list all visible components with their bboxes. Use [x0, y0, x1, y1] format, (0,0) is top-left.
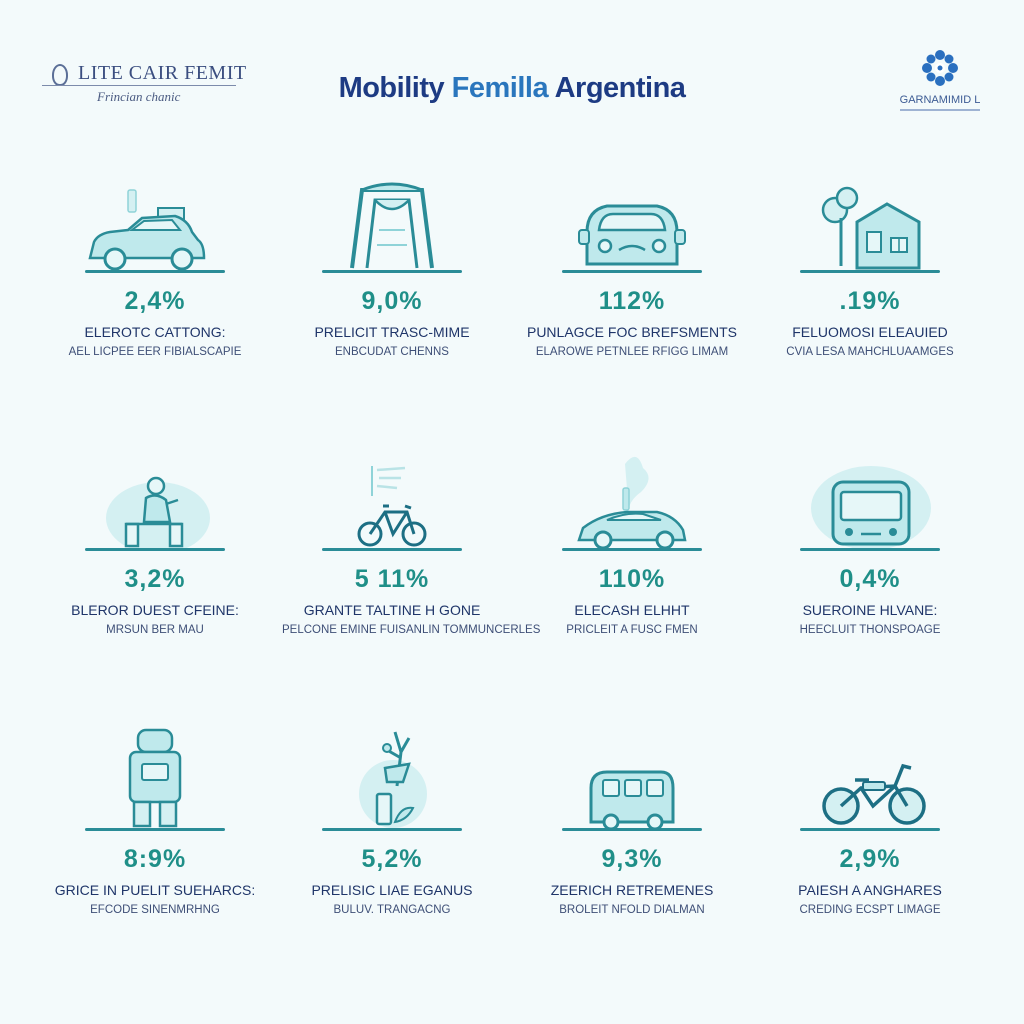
icon-baseline [562, 828, 702, 831]
stat-sublabel: BROLEIT NFOLD DIALMAN [559, 904, 705, 916]
page-title: Mobility Femilla Argentina [250, 72, 774, 105]
stat-value: 110% [598, 565, 666, 593]
stat-card: 112% PUNLAGCE FOC BREFSMENTS ELAROWE PET… [522, 170, 742, 358]
stat-value: .19% [839, 287, 901, 315]
stat-value: 3,2% [124, 565, 186, 593]
icon-baseline [800, 828, 940, 831]
stat-sublabel: CVIA LESA MAHCHLUAAMGES [786, 346, 954, 358]
icon-baseline [800, 270, 940, 273]
stat-label: BLEROR DUEST CFEINE: [71, 602, 239, 618]
stat-card: 9,3% ZEERICH RETREMENES BROLEIT NFOLD DI… [522, 728, 742, 916]
stat-value: 9,0% [361, 287, 423, 315]
plant-globe-icon [359, 731, 427, 828]
stat-sublabel: BULUV. TRANGACNG [333, 904, 451, 916]
brand-tagline: Frincian chanic [97, 89, 181, 104]
person-bench-icon [106, 476, 210, 548]
stat-label: PRELICIT TRASC-MIME [314, 324, 470, 340]
stat-value: 5 11% [354, 565, 430, 593]
icon-baseline [322, 270, 462, 273]
stat-card: 2,4% ELEROTC CATTONG: AEL LICPEE EER FIB… [45, 170, 265, 358]
car-front-icon [578, 204, 686, 266]
camper-van-icon [589, 770, 675, 828]
stat-label: PAIESH A ANGHARES [798, 882, 942, 898]
stat-value: 8:9% [123, 845, 187, 873]
stat-sublabel: EFCODE SINENMRHNG [90, 904, 220, 916]
stat-label: GRICE IN PUELIT SUEHARCS: [54, 882, 256, 898]
stat-label: ELEROTC CATTONG: [84, 324, 226, 340]
stat-card: 8:9% GRICE IN PUELIT SUEHARCS: EFCODE SI… [45, 728, 265, 916]
stat-card: 5,2% PRELISIC LIAE EGANUS BULUV. TRANGAC… [282, 728, 502, 916]
stat-sublabel: AEL LICPEE EER FIBIALSCAPIE [68, 346, 242, 358]
stat-label: FELUOMOSI ELEAUIED [792, 324, 948, 340]
emblem-caption: GARNAMIMID L [899, 94, 981, 106]
title-rest: Argentina [548, 72, 686, 104]
stat-label: ZEERICH RETREMENES [550, 882, 714, 898]
stat-sublabel: HEECLUIT THONSPOAGE [799, 624, 941, 636]
stat-label: GRANTE TALTINE H GONE [303, 602, 481, 618]
icon-baseline [322, 548, 462, 551]
stat-sublabel: ELAROWE PETNLEE RFIGG LIMAM [535, 346, 729, 358]
stat-card: .19% FELUOMOSI ELEAUIED CVIA LESA MAHCHL… [760, 170, 980, 358]
crest-icon [52, 64, 68, 86]
stat-label: PRELISIC LIAE EGANUS [311, 882, 473, 898]
bus-icon [811, 466, 931, 548]
stat-sublabel: PRICLEIT A FUSC FMEN [566, 624, 698, 636]
kiosk-robot-icon [128, 728, 182, 828]
flower-emblem-icon [922, 50, 958, 86]
title-main: Mobility [338, 72, 452, 104]
stat-card: 0,4% SUEROINE HLVANE: HEECLUIT THONSPOAG… [760, 448, 980, 636]
stat-sublabel: PELCONE EMINE FUISANLIN TOMMUNCERLES [282, 624, 541, 636]
stat-value: 2,9% [839, 845, 901, 873]
sports-car-icon [577, 456, 687, 548]
stat-label: SUEROINE HLVANE: [802, 602, 938, 618]
e-bike-icon [822, 763, 926, 825]
car-icon [88, 189, 206, 270]
stat-card: 110% ELECASH ELHHT PRICLEIT A FUSC FMEN [522, 448, 742, 636]
icon-baseline [85, 548, 225, 551]
stat-card: 5 11% GRANTE TALTINE H GONE PELCONE EMIN… [282, 448, 541, 636]
emblem-underline [900, 109, 980, 111]
icon-baseline [562, 270, 702, 273]
brand-name: LITE CAIR FEMIT [78, 62, 247, 84]
stat-value: 2,4% [124, 287, 186, 315]
icon-baseline [85, 270, 225, 273]
brand-divider [42, 85, 236, 86]
stat-label: ELECASH ELHHT [574, 602, 690, 618]
gate-arch-icon [350, 182, 434, 269]
stat-card: 3,2% BLEROR DUEST CFEINE: MRSUN BER MAU [45, 448, 265, 636]
stat-value: 9,3% [601, 845, 663, 873]
stat-value: 0,4% [839, 565, 901, 593]
stat-sublabel: CREDING ECSPT LIMAGE [799, 904, 941, 916]
stat-sublabel: MRSUN BER MAU [106, 624, 204, 636]
title-accent: Femilla [451, 72, 549, 104]
stat-value: 112% [598, 287, 666, 315]
stat-sublabel: ENBCUDAT CHENNS [335, 346, 449, 358]
stat-value: 5,2% [361, 845, 423, 873]
bicycle-icon [357, 466, 427, 547]
icon-baseline [85, 828, 225, 831]
icon-baseline [322, 828, 462, 831]
brand-logo-left: LITE CAIR FEMIT Frincian chanic [42, 60, 246, 110]
brand-logo-right: GARNAMIMID L [880, 48, 1000, 118]
house-tree-icon [821, 186, 921, 270]
stat-label: PUNLAGCE FOC BREFSMENTS [526, 324, 738, 340]
icon-baseline [562, 548, 702, 551]
stat-card: 9,0% PRELICIT TRASC-MIME ENBCUDAT CHENNS [282, 170, 502, 358]
stat-card: 2,9% PAIESH A ANGHARES CREDING ECSPT LIM… [760, 728, 980, 916]
icon-baseline [800, 548, 940, 551]
